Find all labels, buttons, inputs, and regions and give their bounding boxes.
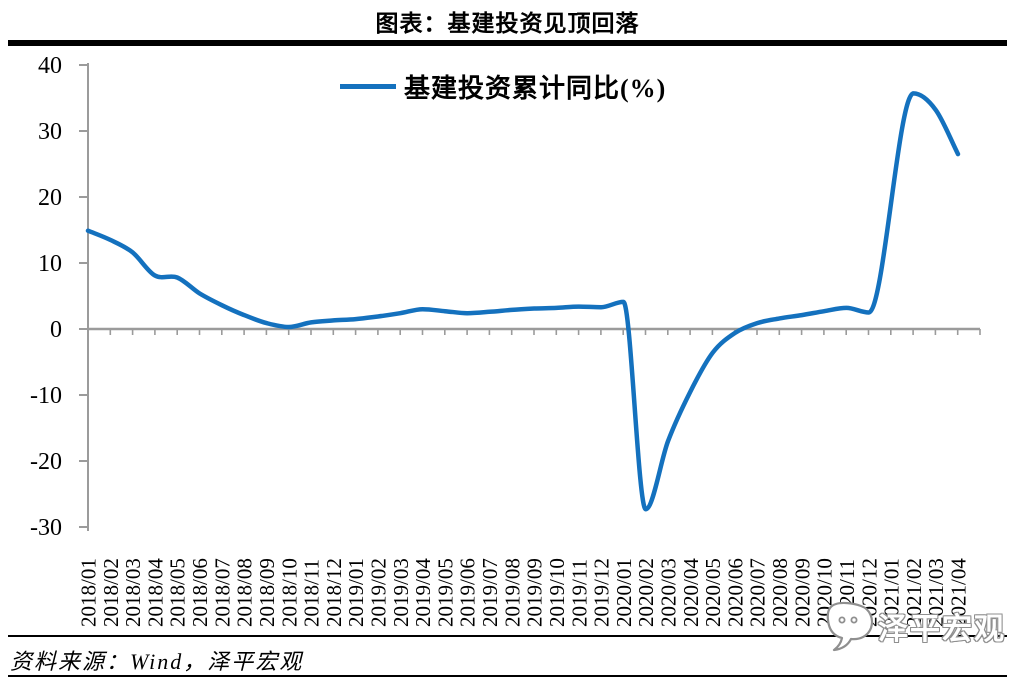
- x-axis-tick-label: 2020/08: [768, 558, 792, 627]
- x-axis-tick-label: 2018/06: [188, 558, 212, 627]
- bottom-border-line: [8, 675, 1007, 677]
- x-axis-tick-label: 2020/06: [723, 558, 747, 627]
- y-axis-tick-label: 20: [38, 185, 62, 211]
- x-axis-tick-label: 2018/12: [322, 558, 346, 627]
- x-axis-tick-label: 2020/04: [679, 558, 703, 627]
- chart-legend: 基建投资累计同比(%): [340, 68, 666, 105]
- x-axis-tick-label: 2018/08: [233, 558, 257, 627]
- x-axis-tick-label: 2018/09: [255, 558, 279, 627]
- x-axis-tick-label: 2018/10: [277, 558, 301, 627]
- y-axis-tick-label: 10: [38, 251, 62, 277]
- legend-series-label: 基建投资累计同比(%): [404, 74, 667, 103]
- x-axis-tick-label: 2019/02: [367, 558, 391, 627]
- x-axis-tick-label: 2021/04: [947, 558, 971, 627]
- title-divider-bar: [8, 40, 1007, 46]
- x-axis-tick-label: 2018/11: [300, 559, 324, 627]
- x-axis-tick-label: 2018/04: [143, 558, 167, 627]
- y-axis-tick-label: -10: [30, 383, 62, 409]
- y-axis-tick-label: -30: [30, 515, 62, 541]
- page-title: 图表：基建投资见顶回落: [375, 10, 640, 36]
- x-axis-tick-label: 2020/05: [701, 558, 725, 627]
- x-axis-tick-label: 2018/01: [77, 558, 101, 627]
- x-axis-tick-label: 2019/03: [389, 558, 413, 627]
- x-axis-tick-label: 2021/03: [924, 558, 948, 627]
- x-axis-tick-label: 2019/12: [590, 558, 614, 627]
- x-axis-tick-label: 2018/02: [99, 558, 123, 627]
- x-axis-tick-label: 2019/05: [433, 558, 457, 627]
- series-line-infrastructure-investment: [85, 91, 961, 512]
- legend-line-swatch-icon: [340, 84, 396, 89]
- x-axis-tick-label: 2020/01: [612, 558, 636, 627]
- zeping-macro-watermark: 泽平宏观: [826, 596, 1012, 656]
- y-axis-tick-label: -20: [30, 449, 62, 475]
- x-axis-tick-label: 2020/03: [657, 558, 681, 627]
- x-axis-tick-label: 2021/01: [880, 558, 904, 627]
- x-axis-tick-label: 2019/01: [344, 558, 368, 627]
- x-axis-tick-label: 2019/04: [411, 558, 435, 627]
- y-axis-tick-label: 0: [50, 317, 62, 343]
- x-axis-tick-label: 2018/03: [121, 558, 145, 627]
- data-source-note: 资料来源：Wind，泽平宏观: [10, 649, 304, 674]
- footer-divider-line: [8, 635, 1007, 637]
- x-axis-tick-label: 2018/05: [166, 558, 190, 627]
- x-axis-tick-label: 2020/07: [746, 558, 770, 627]
- x-axis-tick-label: 2021/02: [902, 558, 926, 627]
- x-axis-tick-label: 2019/08: [500, 558, 524, 627]
- x-axis-tick-label: 2019/07: [478, 558, 502, 627]
- x-axis-tick-label: 2020/02: [634, 558, 658, 627]
- x-axis-tick-label: 2018/07: [210, 558, 234, 627]
- chat-bubble-icon: [826, 601, 874, 652]
- watermark-label: 泽平宏观: [878, 613, 1006, 646]
- x-axis-tick-label: 2019/06: [456, 558, 480, 627]
- x-axis-tick-label: 2020/09: [790, 558, 814, 627]
- x-axis-tick-label: 2019/10: [545, 558, 569, 627]
- y-axis-tick-label: 30: [38, 119, 62, 145]
- x-axis-tick-label: 2019/09: [523, 558, 547, 627]
- x-axis-tick-label: 2019/11: [567, 559, 591, 627]
- y-axis-tick-label: 40: [38, 53, 62, 79]
